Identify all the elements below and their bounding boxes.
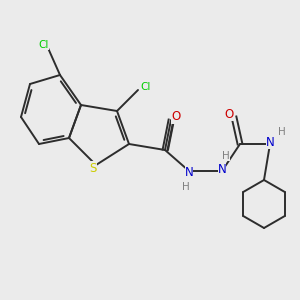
Text: N: N bbox=[184, 166, 194, 179]
Text: O: O bbox=[171, 110, 180, 124]
Text: H: H bbox=[182, 182, 189, 193]
Text: Cl: Cl bbox=[38, 40, 49, 50]
Text: H: H bbox=[222, 151, 230, 161]
Text: N: N bbox=[218, 163, 226, 176]
Text: S: S bbox=[89, 161, 97, 175]
Text: H: H bbox=[278, 127, 286, 137]
Text: N: N bbox=[266, 136, 274, 149]
Text: Cl: Cl bbox=[140, 82, 151, 92]
Text: O: O bbox=[225, 107, 234, 121]
